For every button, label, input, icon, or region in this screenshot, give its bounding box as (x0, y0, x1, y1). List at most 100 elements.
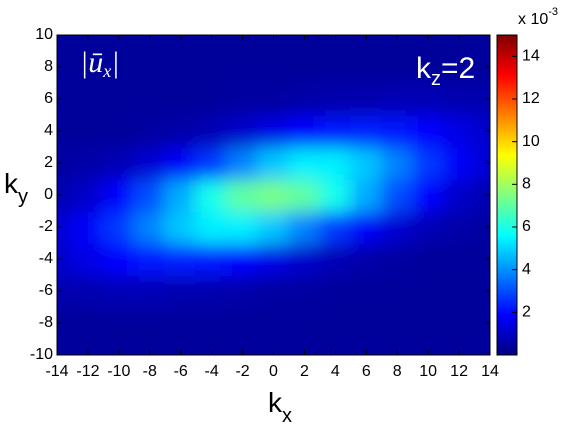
contour-cell (349, 338, 383, 355)
contour-cell (164, 114, 198, 148)
contour-cell (380, 338, 414, 355)
contour-cell (102, 50, 136, 84)
contour-cell (102, 178, 136, 212)
contour-cell (380, 242, 414, 276)
contour-cell (318, 178, 352, 212)
contour-cell (442, 338, 476, 355)
contour-cell (164, 210, 198, 244)
contour-cell (71, 306, 105, 340)
contour-cell (473, 338, 490, 355)
contour-cell (195, 146, 229, 180)
contour-cell (411, 114, 445, 148)
contour-cell (411, 242, 445, 276)
colorbar-tick-label: 6 (522, 218, 531, 235)
contour-cell (102, 338, 136, 355)
x-tick-label: -2 (235, 363, 249, 380)
contour-cell (287, 35, 321, 52)
contour-cell (287, 210, 321, 244)
contour-cell (380, 50, 414, 84)
contour-cell (380, 210, 414, 244)
contour-cell (195, 50, 229, 84)
contour-cell (257, 274, 290, 308)
contour-cell (442, 114, 476, 148)
contour-cell (57, 242, 74, 276)
contour-cell (71, 274, 105, 308)
contour-cell (411, 274, 445, 308)
contour-cell (442, 242, 476, 276)
contour-cell (380, 274, 414, 308)
contour-cell (349, 114, 383, 148)
contour-cell (380, 82, 414, 116)
contour-cell (473, 82, 490, 116)
contour-cell (257, 146, 290, 180)
contour-cell (102, 82, 136, 116)
contour-cell (226, 146, 260, 180)
contour-cell (195, 178, 229, 212)
contour-cell (164, 82, 198, 116)
contour-cell (57, 50, 74, 84)
contour-cell (133, 338, 167, 355)
contour-cell (318, 114, 352, 148)
contour-cell (349, 82, 383, 116)
colorbar (496, 34, 518, 356)
x-tick-label: -12 (76, 363, 99, 380)
y-tick-label: 8 (44, 58, 53, 75)
contour-cell (71, 178, 105, 212)
contour-cell (133, 35, 167, 52)
contour-cell (195, 338, 229, 355)
contour-cell (257, 306, 290, 340)
contour-cell (102, 146, 136, 180)
colorbar-tick-label: 2 (522, 304, 531, 321)
contour-cell (318, 82, 352, 116)
contour-cell (164, 35, 198, 52)
contour-cell (380, 306, 414, 340)
contour-cell (57, 338, 74, 355)
contour-cell (71, 242, 105, 276)
contour-cell (349, 242, 383, 276)
contour-cell (57, 35, 74, 52)
contour-cell (318, 146, 352, 180)
contour-cell (473, 242, 490, 276)
y-tick-label: -2 (39, 218, 53, 235)
y-tick-label: 6 (44, 90, 53, 107)
y-tick-label: -4 (39, 250, 53, 267)
contour-cell (71, 338, 105, 355)
contour-cell (349, 178, 383, 212)
contour-cell (102, 274, 136, 308)
colorbar-tick-label: 14 (522, 48, 540, 65)
contour-cell (226, 114, 260, 148)
contour-cell (318, 338, 352, 355)
contour-cell (442, 50, 476, 84)
contour-cell (473, 35, 490, 52)
contour-cell (133, 242, 167, 276)
contour-cell (257, 178, 290, 212)
contour-cell (257, 210, 290, 244)
x-tick-label: -6 (174, 363, 188, 380)
contour-cell (133, 114, 167, 148)
contour-cell (257, 82, 290, 116)
x-tick-label: 8 (393, 363, 402, 380)
contour-cell (287, 274, 321, 308)
contour-cell (102, 114, 136, 148)
contour-cell (473, 274, 490, 308)
x-tick-label: -4 (205, 363, 219, 380)
contour-cell (195, 82, 229, 116)
contour-cell (257, 114, 290, 148)
contour-cell (226, 82, 260, 116)
contour-cell (411, 210, 445, 244)
contour-cell (411, 50, 445, 84)
colorbar-tick-label: 12 (522, 90, 540, 107)
y-tick-label: 4 (44, 122, 53, 139)
contour-cell (226, 210, 260, 244)
contour-cell (287, 338, 321, 355)
contour-cell (164, 146, 198, 180)
contour-cell (287, 146, 321, 180)
contour-cell (71, 50, 105, 84)
contour-cell (133, 82, 167, 116)
contour-cell (442, 178, 476, 212)
contour-cell (473, 210, 490, 244)
contour-cell (349, 35, 383, 52)
contour-cell (287, 178, 321, 212)
contour-cell (71, 210, 105, 244)
